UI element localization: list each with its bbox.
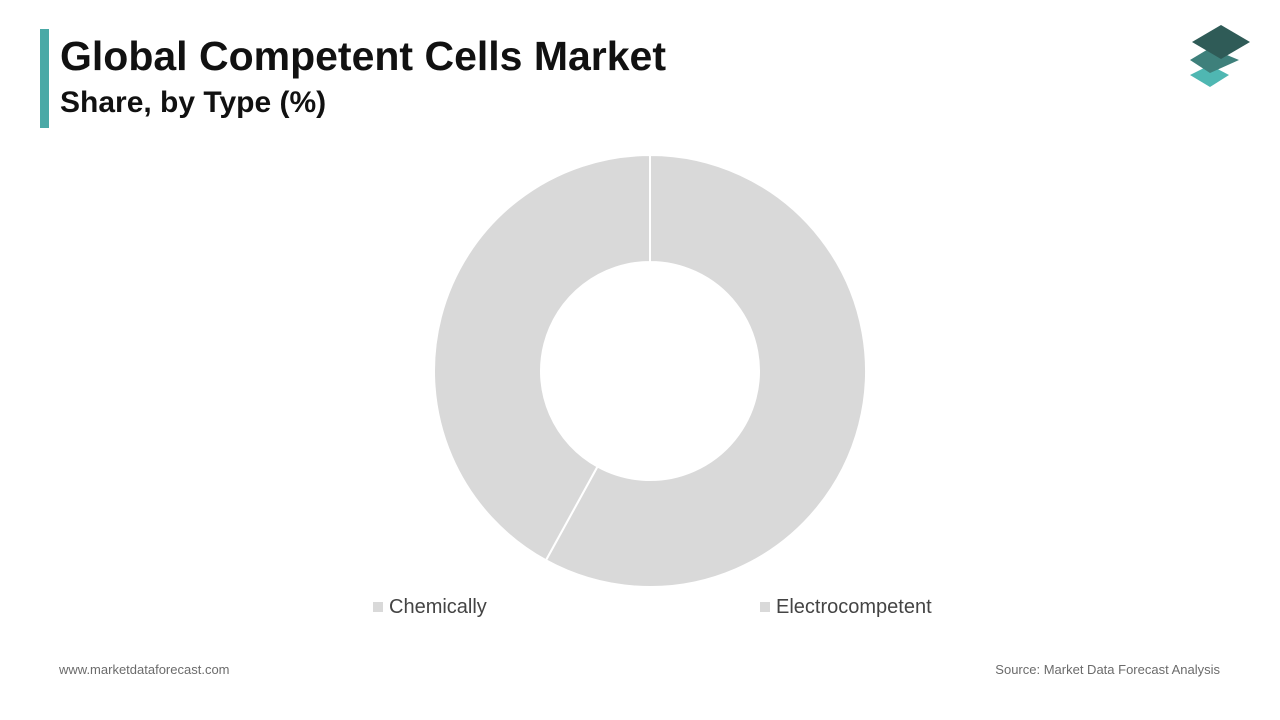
legend-label: Electrocompetent xyxy=(776,595,932,618)
donut-chart xyxy=(433,153,867,588)
legend-label: Chemically xyxy=(389,595,487,618)
stacked-layers-icon xyxy=(1190,25,1250,87)
legend-item-chemically: Chemically xyxy=(373,594,487,620)
logo-layer-middle xyxy=(1190,48,1239,73)
source-note: Source: Market Data Forecast Analysis xyxy=(995,662,1220,677)
website-link[interactable]: www.marketdataforecast.com xyxy=(59,662,230,677)
legend-item-electrocompetent: Electrocompetent xyxy=(760,594,932,620)
chart-title: Global Competent Cells Market xyxy=(60,33,667,79)
donut-slice-electrocompetent xyxy=(544,153,867,588)
donut-slice-chemically xyxy=(433,153,651,562)
legend-swatch xyxy=(373,602,383,612)
chart-subtitle: Share, by Type (%) xyxy=(60,86,327,119)
logo-layer-top xyxy=(1192,25,1250,59)
title-accent-bar xyxy=(40,29,49,128)
logo-layer-bottom xyxy=(1190,65,1229,87)
legend-swatch xyxy=(760,602,770,612)
